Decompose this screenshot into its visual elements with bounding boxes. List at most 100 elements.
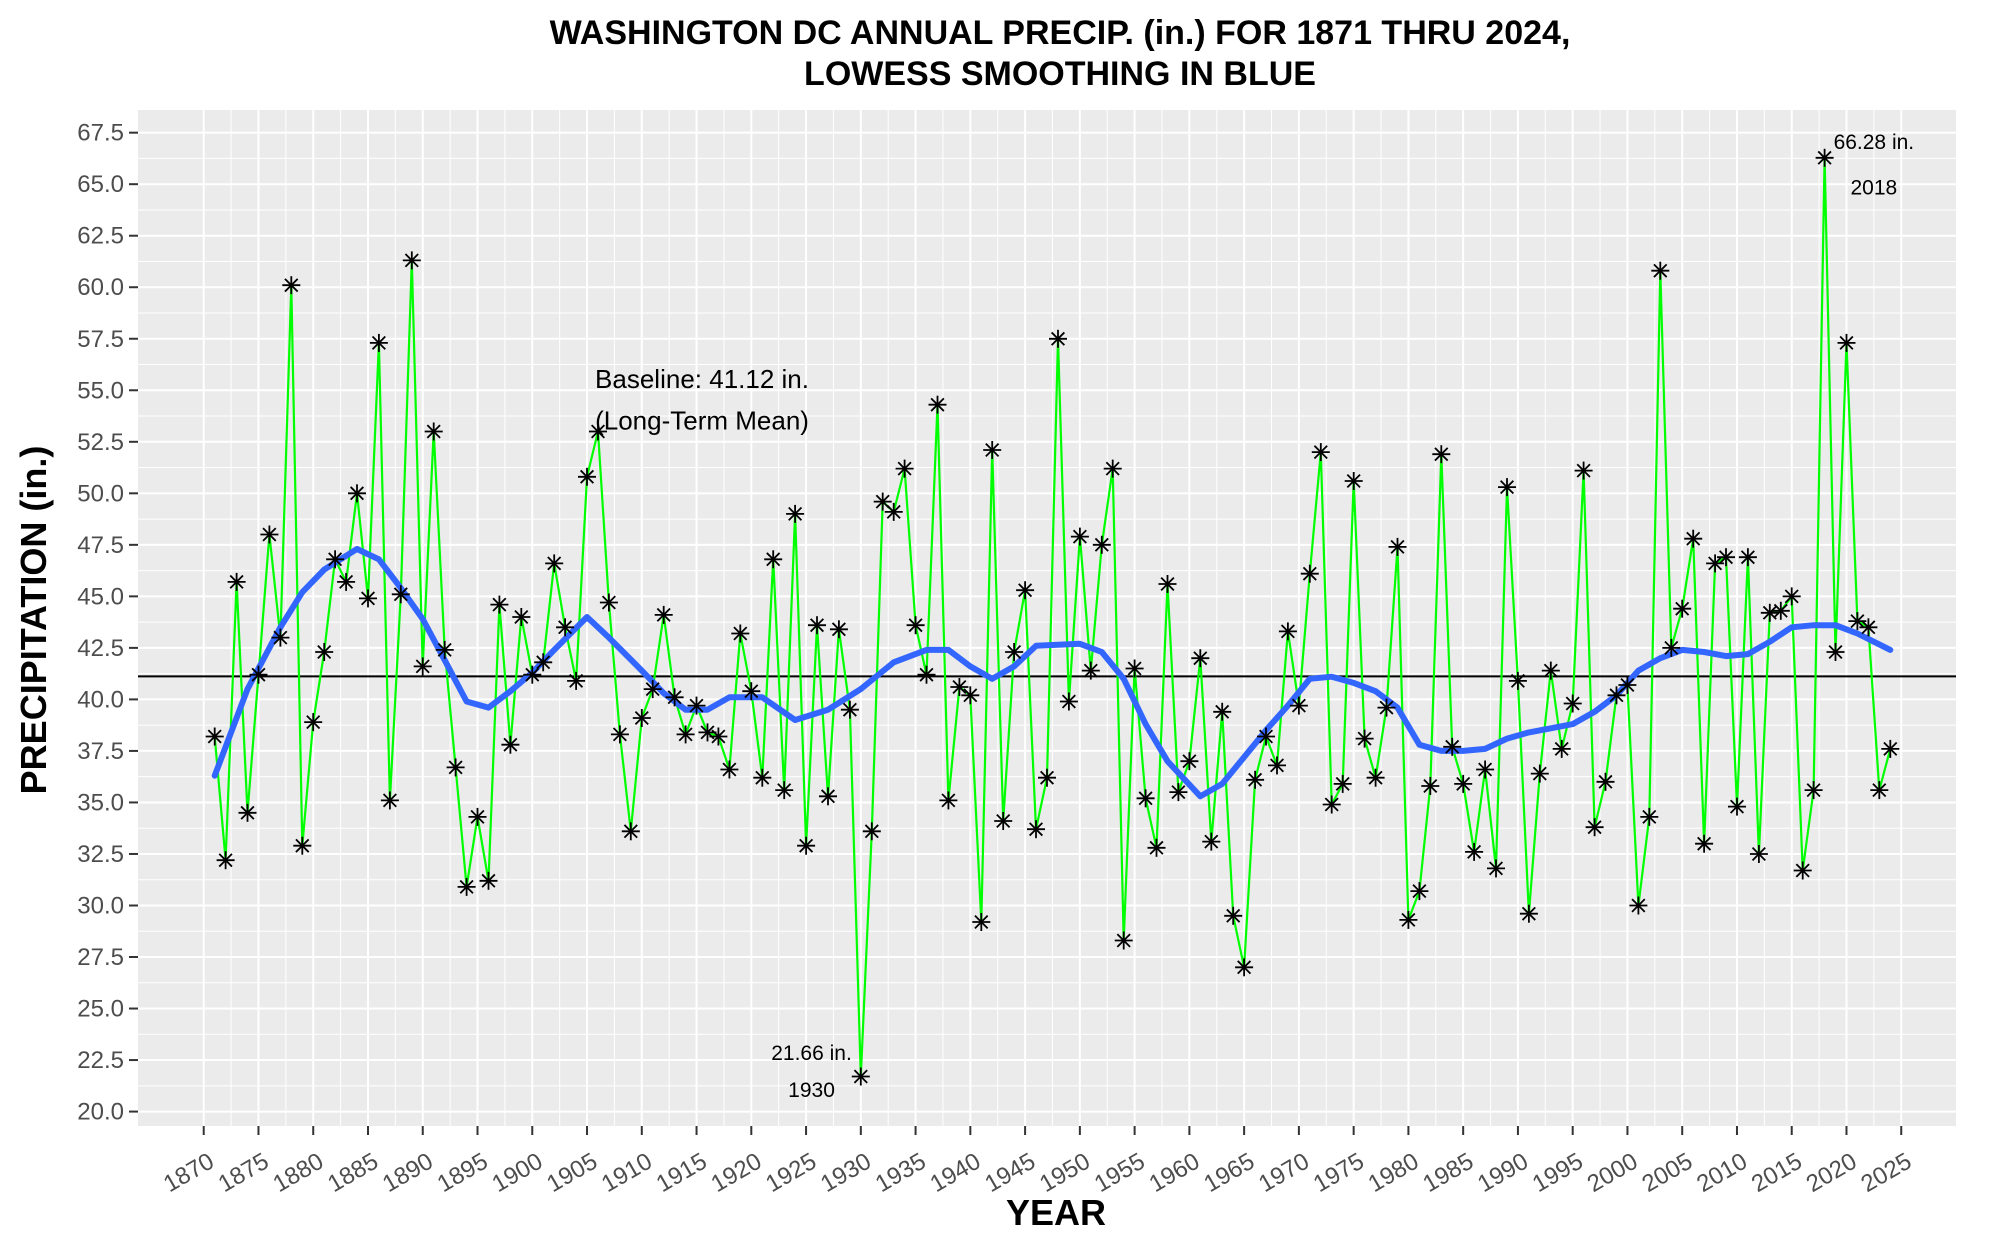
data-point-marker bbox=[1443, 737, 1462, 756]
data-point-marker bbox=[994, 812, 1013, 830]
data-point-marker bbox=[939, 791, 958, 810]
data-point-marker bbox=[884, 502, 903, 521]
data-point-marker bbox=[829, 620, 848, 639]
data-point-marker bbox=[1728, 797, 1746, 816]
data-point-marker bbox=[589, 422, 607, 441]
data-point-marker bbox=[1136, 789, 1155, 808]
data-point-marker bbox=[1059, 692, 1078, 711]
data-point-marker bbox=[1629, 896, 1648, 915]
data-point-marker bbox=[578, 467, 596, 486]
data-point-marker bbox=[1760, 603, 1779, 622]
data-point-marker bbox=[1355, 729, 1374, 748]
data-point-marker bbox=[501, 735, 520, 754]
data-point-marker bbox=[1268, 756, 1286, 775]
data-point-marker bbox=[742, 682, 761, 701]
data-point-marker bbox=[1016, 581, 1035, 600]
data-point-marker bbox=[1081, 661, 1100, 680]
data-point-marker bbox=[1749, 845, 1768, 863]
baseline-sublabel: (Long-Term Mean) bbox=[595, 405, 809, 435]
x-tick-label: 1925 bbox=[761, 1148, 821, 1198]
data-point-marker bbox=[1333, 774, 1352, 793]
data-point-marker bbox=[819, 787, 837, 806]
data-point-marker bbox=[1782, 587, 1801, 606]
data-point-marker bbox=[1399, 910, 1418, 929]
data-point-marker bbox=[1684, 529, 1703, 548]
data-point-marker bbox=[851, 1067, 870, 1086]
data-point-marker bbox=[950, 678, 969, 696]
data-point-marker bbox=[1289, 696, 1308, 715]
data-point-marker bbox=[1410, 882, 1429, 901]
data-point-marker bbox=[1859, 618, 1878, 637]
data-point-marker bbox=[1498, 478, 1516, 497]
x-tick-label: 1900 bbox=[488, 1148, 548, 1198]
x-tick-label: 1985 bbox=[1418, 1148, 1478, 1198]
data-point-marker bbox=[1618, 676, 1637, 694]
data-point-marker bbox=[1454, 774, 1473, 793]
x-tick-label: 1890 bbox=[378, 1148, 438, 1198]
y-tick-label: 30.0 bbox=[77, 892, 124, 919]
x-tick-label: 1945 bbox=[980, 1148, 1040, 1198]
data-point-marker bbox=[326, 550, 345, 569]
y-tick-label: 62.5 bbox=[77, 223, 124, 250]
data-point-marker bbox=[348, 484, 366, 503]
y-tick-label: 60.0 bbox=[77, 274, 124, 301]
data-point-marker bbox=[1793, 861, 1812, 880]
y-tick-label: 20.0 bbox=[77, 1099, 124, 1126]
data-point-marker bbox=[1508, 671, 1527, 690]
data-point-marker bbox=[1585, 818, 1604, 837]
data-point-marker bbox=[260, 525, 279, 544]
data-point-marker bbox=[1738, 548, 1757, 567]
data-point-marker bbox=[249, 665, 268, 684]
data-point-marker bbox=[610, 725, 629, 744]
data-point-marker bbox=[1235, 958, 1254, 977]
min-year-label: 1930 bbox=[788, 1079, 835, 1102]
max-value-label: 66.28 in. bbox=[1834, 131, 1915, 154]
x-tick-label: 1980 bbox=[1364, 1148, 1424, 1198]
data-point-marker bbox=[1038, 768, 1056, 787]
chart-title-line-2: LOWESS SMOOTHING IN BLUE bbox=[804, 55, 1316, 93]
y-tick-label: 37.5 bbox=[77, 738, 124, 765]
x-tick-label: 2000 bbox=[1583, 1148, 1643, 1198]
data-point-marker bbox=[1311, 443, 1330, 462]
data-point-marker bbox=[1180, 752, 1199, 771]
data-point-marker bbox=[380, 791, 399, 810]
x-tick-label: 2020 bbox=[1802, 1148, 1862, 1198]
x-tick-label: 1875 bbox=[214, 1148, 274, 1198]
data-point-marker bbox=[1804, 781, 1823, 800]
x-tick-label: 1880 bbox=[268, 1148, 328, 1198]
data-point-marker bbox=[457, 877, 476, 896]
data-point-marker bbox=[1596, 772, 1615, 791]
data-point-marker bbox=[599, 593, 618, 612]
y-tick-label: 45.0 bbox=[77, 583, 124, 610]
data-point-marker bbox=[271, 628, 290, 647]
max-year-label: 2018 bbox=[1851, 176, 1898, 199]
data-point-marker bbox=[1257, 727, 1275, 746]
y-tick-label: 22.5 bbox=[77, 1047, 124, 1074]
data-point-marker bbox=[797, 836, 816, 855]
data-point-marker bbox=[1049, 329, 1067, 348]
x-tick-label: 1915 bbox=[652, 1148, 712, 1198]
data-point-marker bbox=[1815, 148, 1834, 167]
x-tick-label: 1955 bbox=[1090, 1148, 1150, 1198]
x-tick-label: 1975 bbox=[1309, 1148, 1369, 1198]
x-tick-label: 1870 bbox=[159, 1148, 219, 1198]
x-tick-label: 1990 bbox=[1473, 1148, 1533, 1198]
data-point-marker bbox=[1563, 694, 1582, 713]
x-axis-title: YEAR bbox=[1006, 1192, 1106, 1233]
x-axis-ticks: 1870187518801885189018951900190519101915… bbox=[159, 1126, 1916, 1198]
x-tick-label: 1965 bbox=[1199, 1148, 1259, 1198]
data-point-marker bbox=[1870, 781, 1889, 800]
data-point-markers bbox=[205, 148, 1900, 1086]
data-point-marker bbox=[512, 608, 531, 626]
data-point-marker bbox=[227, 572, 246, 591]
data-point-marker bbox=[435, 640, 454, 659]
data-point-marker bbox=[315, 643, 334, 661]
x-tick-label: 2015 bbox=[1747, 1148, 1807, 1198]
data-point-marker bbox=[764, 550, 783, 569]
data-point-marker bbox=[490, 595, 509, 614]
x-tick-label: 2010 bbox=[1692, 1148, 1752, 1198]
data-point-marker bbox=[1158, 575, 1177, 593]
data-point-marker bbox=[1487, 859, 1505, 878]
data-point-marker bbox=[369, 333, 388, 352]
min-value-label: 21.66 in. bbox=[771, 1042, 852, 1065]
